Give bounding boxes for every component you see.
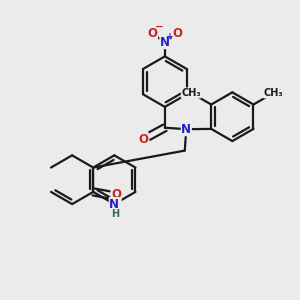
Text: H: H: [111, 208, 119, 219]
Text: O: O: [172, 27, 182, 40]
Text: N: N: [160, 36, 170, 49]
Text: O: O: [138, 133, 148, 146]
Text: N: N: [109, 198, 119, 211]
Text: O: O: [147, 27, 158, 40]
Text: O: O: [111, 188, 121, 201]
Text: +: +: [167, 32, 174, 41]
Text: CH₃: CH₃: [264, 88, 283, 98]
Text: −: −: [154, 22, 163, 32]
Text: CH₃: CH₃: [181, 88, 201, 98]
Text: N: N: [181, 123, 191, 136]
